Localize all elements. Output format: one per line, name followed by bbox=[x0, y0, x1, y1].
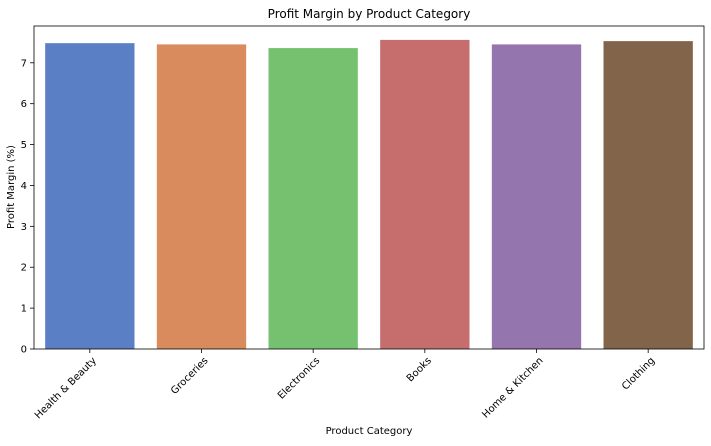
x-axis-ticks: Health & Beauty Groceries Electronics Books… bbox=[33, 349, 657, 421]
x-tick-label: Electronics bbox=[276, 355, 322, 401]
bar-clothing bbox=[603, 41, 693, 349]
bar-groceries bbox=[156, 44, 247, 350]
y-axis-label: Profit Margin (%) bbox=[6, 145, 17, 229]
bars-layer bbox=[45, 39, 693, 350]
y-tick-label: 2 bbox=[21, 263, 27, 274]
x-tick-label: Books bbox=[405, 355, 434, 384]
bar-books bbox=[380, 39, 470, 350]
y-tick-label: 5 bbox=[21, 140, 27, 151]
plot-area-frame bbox=[33, 25, 705, 350]
x-tick-label: Clothing bbox=[620, 355, 657, 392]
y-tick-label: 3 bbox=[21, 222, 27, 233]
y-axis-ticks: 0 1 2 3 4 5 6 7 bbox=[21, 58, 34, 356]
x-axis-label: Product Category bbox=[326, 426, 413, 437]
y-tick-label: 6 bbox=[21, 99, 27, 110]
bar-home-kitchen bbox=[491, 44, 582, 350]
x-tick-label: Health & Beauty bbox=[33, 355, 99, 421]
bar-health-beauty bbox=[45, 43, 135, 350]
y-tick-label: 1 bbox=[21, 304, 27, 315]
y-tick-label: 4 bbox=[21, 181, 27, 192]
x-tick-label: Home & Kitchen bbox=[480, 355, 545, 420]
bar-electronics bbox=[268, 48, 358, 349]
y-tick-label: 7 bbox=[21, 58, 27, 69]
chart-title: Profit Margin by Product Category bbox=[268, 7, 471, 21]
x-tick-label: Groceries bbox=[169, 355, 210, 396]
y-tick-label: 0 bbox=[21, 345, 27, 356]
